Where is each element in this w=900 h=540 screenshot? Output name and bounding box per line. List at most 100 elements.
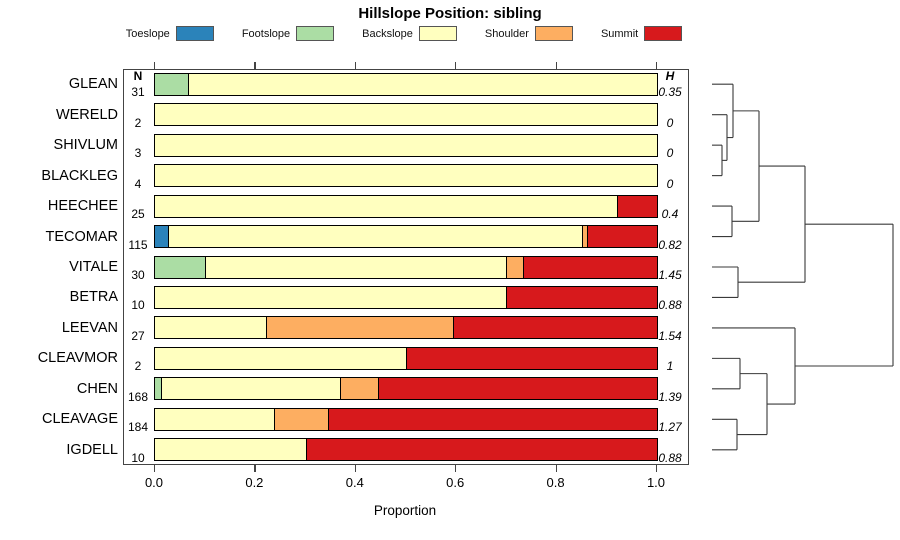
stacked-bar-blackleg: [154, 164, 658, 188]
stacked-bar-cleavmor: [154, 346, 658, 370]
legend-swatch-toeslope: [175, 26, 214, 41]
legend: Toeslope Footslope Backslope Shoulder Summit: [0, 26, 808, 41]
stacked-bar-vitale: [154, 255, 658, 279]
legend-label: Footslope: [241, 27, 291, 40]
n-value: 30: [131, 268, 145, 282]
bar-segment-shoulder: [340, 378, 379, 400]
row-label-cleavmor: CLEAVMOR: [37, 350, 118, 367]
h-value: 0.88: [658, 298, 682, 313]
axis-tick-label: 0.4: [345, 475, 364, 490]
h-value: 0.4: [661, 207, 679, 222]
legend-swatch-footslope: [296, 26, 335, 41]
legend-item-footslope: Footslope: [241, 26, 335, 41]
legend-swatch-summit: [644, 26, 683, 41]
n-value: 4: [134, 176, 142, 191]
axis-tick-top: [555, 62, 557, 69]
bar-segment-backslope: [155, 408, 275, 430]
h-column-header: H: [665, 69, 675, 84]
legend-swatch-backslope: [418, 26, 457, 41]
bar-segment-backslope: [155, 104, 657, 126]
n-value: 115: [128, 237, 148, 252]
h-value: 0: [666, 146, 674, 161]
n-value: 2: [134, 115, 142, 130]
axis-tick-bottom: [455, 465, 457, 472]
axis-tick-top: [154, 62, 156, 69]
n-value: 3: [134, 146, 142, 161]
row-label-chen: CHEN: [76, 380, 118, 397]
bar-segment-backslope: [168, 226, 582, 248]
h-value: 0: [666, 176, 674, 191]
legend-item-summit: Summit: [600, 26, 683, 41]
axis-tick-bottom: [254, 465, 256, 472]
h-value: 1.27: [658, 420, 682, 435]
axis-tick-top: [656, 62, 658, 69]
legend-label: Backslope: [362, 27, 413, 40]
bar-segment-backslope: [205, 256, 507, 278]
bar-segment-summit: [378, 378, 657, 400]
stacked-bar-leevan: [154, 316, 658, 340]
x-axis-label: Proportion: [373, 503, 437, 518]
bar-segment-summit: [587, 226, 657, 248]
n-value: 10: [131, 298, 145, 313]
n-value: 184: [127, 420, 149, 435]
stacked-bar-heechee: [154, 194, 658, 218]
stacked-bar-glean: [154, 72, 658, 96]
n-value: 168: [127, 389, 149, 404]
h-value: 0.88: [658, 450, 682, 465]
bar-segment-shoulder: [581, 226, 588, 248]
axis-tick-label: 0.8: [546, 475, 565, 490]
legend-item-shoulder: Shoulder: [485, 26, 573, 41]
axis-tick-label: 0.0: [144, 475, 164, 490]
row-label-igdell: IGDELL: [66, 441, 118, 458]
bar-segment-footslope: [155, 256, 206, 278]
h-value: 1: [666, 359, 674, 374]
axis-tick-bottom: [354, 465, 356, 472]
row-label-betra: BETRA: [69, 289, 118, 306]
axis-tick-bottom: [555, 465, 557, 472]
row-label-heechee: HEECHEE: [47, 198, 118, 215]
h-value: 1.45: [658, 268, 682, 282]
bar-segment-shoulder: [506, 256, 523, 278]
bar-segment-summit: [616, 195, 657, 217]
bar-segment-backslope: [155, 134, 657, 156]
h-value: 1.39: [658, 389, 682, 404]
h-value: 0: [666, 115, 674, 130]
bar-segment-backslope: [155, 347, 406, 369]
stacked-bar-wereld: [154, 103, 658, 127]
axis-tick-top: [354, 62, 356, 69]
n-column-header: N: [133, 69, 143, 84]
n-value: 10: [131, 450, 145, 465]
stacked-bar-cleavage: [154, 407, 658, 431]
row-label-tecomar: TECOMAR: [45, 228, 119, 245]
stacked-bar-betra: [154, 285, 658, 309]
row-label-shivlum: SHIVLUM: [53, 137, 118, 154]
bar-segment-backslope: [155, 165, 657, 187]
stacked-bar-igdell: [154, 438, 658, 462]
plot-area-border: [123, 69, 689, 465]
bar-segment-backslope: [155, 286, 507, 308]
bar-segment-summit: [406, 347, 657, 369]
row-label-wereld: WERELD: [55, 106, 118, 123]
legend-label: Summit: [600, 27, 639, 40]
bar-segment-shoulder: [274, 408, 329, 430]
bar-segment-backslope: [155, 195, 617, 217]
row-label-vitale: VITALE: [69, 259, 118, 275]
axis-tick-bottom: [656, 465, 658, 472]
legend-label: Toeslope: [125, 27, 170, 40]
n-value: 27: [131, 328, 145, 343]
axis-tick-label: 1.0: [646, 475, 666, 490]
bar-segment-summit: [305, 439, 657, 461]
row-label-glean: GLEAN: [68, 76, 118, 93]
legend-label: Shoulder: [484, 27, 529, 40]
bar-segment-summit: [452, 317, 657, 339]
legend-item-backslope: Backslope: [362, 26, 457, 41]
h-value: 0.82: [658, 237, 682, 252]
axis-tick-top: [254, 62, 256, 69]
bar-segment-backslope: [155, 439, 306, 461]
legend-swatch-shoulder: [534, 26, 573, 41]
h-value: 0.35: [658, 85, 682, 100]
stacked-bar-shivlum: [154, 133, 658, 157]
axis-tick-bottom: [154, 465, 156, 472]
axis-tick-label: 0.2: [245, 475, 264, 490]
